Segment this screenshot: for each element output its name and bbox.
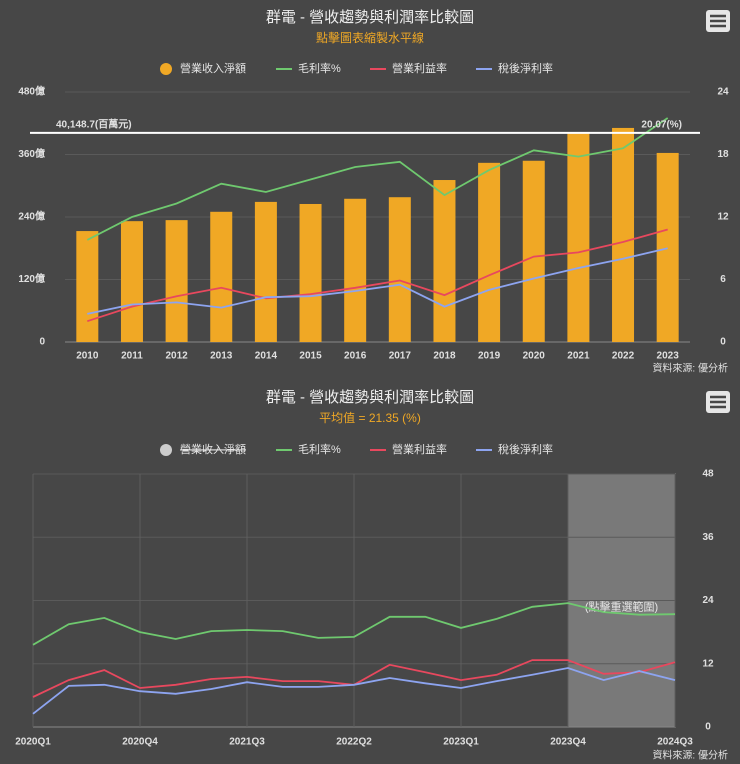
x-tick-label: 2020: [523, 351, 546, 362]
chart-subtitle: 平均值 = 21.35 (%): [319, 410, 421, 425]
legend-item[interactable]: 稅後淨利率: [476, 442, 553, 456]
bar: [344, 198, 367, 342]
legend-item[interactable]: 稅後淨利率: [476, 61, 553, 75]
x-tick-label: 2023: [657, 351, 680, 362]
x-tick-label: 2019: [478, 351, 501, 362]
y2-tick-label: 0: [705, 722, 711, 733]
reference-label: 40,148.7(百萬元): [56, 118, 132, 131]
y2-tick-label: 6: [720, 274, 726, 285]
bar: [388, 197, 411, 342]
legend-label: 稅後淨利率: [498, 61, 553, 75]
bar: [478, 162, 501, 342]
bar: [567, 133, 590, 342]
line-series: [86, 117, 669, 241]
y2-tick-label: 18: [717, 149, 729, 160]
line-series: [32, 602, 676, 646]
x-tick-label: 2023Q1: [443, 737, 479, 748]
x-tick-label: 2023Q4: [550, 737, 586, 748]
menu-button[interactable]: [706, 10, 730, 32]
menu-lines: [710, 14, 726, 28]
line-series: [32, 667, 676, 715]
x-tick-label: 2021: [567, 351, 590, 362]
legend-item[interactable]: 營業收入淨額: [160, 442, 246, 456]
x-tick-label: 2010: [76, 351, 99, 362]
chart-title: 群電 - 營收趨勢與利潤率比較圖: [266, 388, 474, 406]
y2-tick-label: 48: [702, 469, 714, 480]
chart-title: 群電 - 營收趨勢與利潤率比較圖: [266, 8, 474, 26]
legend-item[interactable]: 毛利率%: [276, 442, 341, 456]
bar: [612, 127, 635, 342]
legend-symbol: [160, 63, 172, 75]
line-series: [87, 228, 668, 323]
x-tick-label: 2022: [612, 351, 635, 362]
bar: [165, 220, 188, 342]
x-tick-label: 2022Q2: [336, 737, 372, 748]
x-tick-label: 2021Q3: [229, 737, 265, 748]
x-tick-label: 2018: [433, 351, 456, 362]
y2-tick-label: 24: [702, 595, 714, 606]
menu-lines: [710, 395, 726, 409]
bar: [210, 211, 233, 342]
x-tick-label: 2020Q4: [122, 737, 158, 748]
legend-label: 毛利率%: [298, 61, 341, 75]
bar: [522, 160, 545, 342]
bar: [254, 201, 277, 342]
bar: [433, 180, 456, 342]
x-tick-label: 2013: [210, 351, 233, 362]
legend-symbol: [160, 444, 172, 456]
x-tick-label: 2016: [344, 351, 367, 362]
y2-tick-label: 12: [702, 658, 714, 669]
legend-label: 營業利益率: [392, 61, 447, 75]
line-series: [87, 247, 668, 315]
bar: [656, 152, 679, 342]
menu-button[interactable]: [706, 391, 730, 413]
legend-item[interactable]: 毛利率%: [276, 61, 341, 75]
legend-label: 稅後淨利率: [498, 442, 553, 456]
reference-label: 20.07(%): [641, 120, 682, 131]
x-tick-label: 2024Q3: [657, 737, 693, 748]
legend-item[interactable]: 營業利益率: [370, 61, 447, 75]
x-tick-label: 2020Q1: [15, 737, 51, 748]
y-tick-label: 0: [39, 337, 45, 348]
legend-item[interactable]: 營業收入淨額: [160, 61, 246, 75]
selection-label: (點擊重選範圍): [585, 599, 658, 613]
legend-label: 營業收入淨額: [180, 61, 246, 75]
x-tick-label: 2015: [299, 351, 322, 362]
y2-tick-label: 0: [720, 337, 726, 348]
y2-tick-label: 36: [702, 532, 714, 543]
y2-tick-label: 12: [717, 212, 729, 223]
legend-label: 營業利益率: [392, 442, 447, 456]
y-tick-label: 120億: [18, 272, 45, 285]
x-tick-label: 2011: [121, 351, 143, 362]
source-note: 資料來源: 優分析: [652, 362, 728, 375]
y-tick-label: 360億: [18, 147, 45, 160]
bar: [299, 203, 322, 342]
y-tick-label: 480億: [18, 85, 45, 98]
legend-item[interactable]: 營業利益率: [370, 442, 447, 456]
legend-label: 營業收入淨額: [180, 442, 246, 456]
y-tick-label: 240億: [18, 210, 45, 223]
bar: [120, 221, 143, 342]
bar: [76, 231, 99, 342]
y2-tick-label: 24: [717, 87, 729, 98]
source-note: 資料來源: 優分析: [652, 749, 728, 762]
legend-label: 毛利率%: [298, 442, 341, 456]
chart-subtitle: 點擊圖表縮製水平線: [316, 30, 424, 45]
x-tick-label: 2017: [389, 351, 412, 362]
x-tick-label: 2014: [255, 351, 278, 362]
x-tick-label: 2012: [165, 351, 188, 362]
